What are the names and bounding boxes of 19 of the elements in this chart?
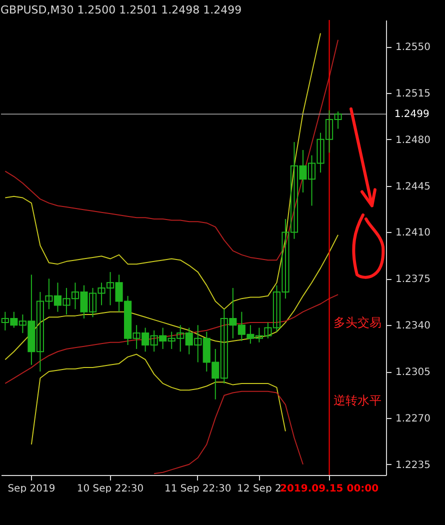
y-tick-label: 1.2235 [396, 460, 430, 471]
annotation: 逆转水平 [333, 394, 382, 408]
ref-line-label: 1.2499 [394, 109, 430, 120]
line-series [154, 390, 304, 474]
line-series [4, 32, 322, 310]
line-series [4, 39, 339, 261]
y-tick-label: 1.2270 [396, 413, 430, 424]
chart-title: GBPUSD,M30 1.2500 1.2501 1.2498 1.2499 [0, 4, 242, 16]
line-series [30, 354, 286, 445]
y-tick-label: 1.2410 [396, 228, 430, 239]
y-tick-label: 1.2515 [396, 88, 430, 100]
y-tick-label: 1.2340 [396, 320, 430, 332]
y-tick-label: 1.2375 [396, 274, 430, 286]
y-tick-label: 1.2550 [396, 42, 430, 54]
y-tick-label: 1.2305 [396, 367, 430, 378]
x-tick-label: 2019.09.15 00:00 [280, 484, 379, 494]
y-tick-label: 1.2480 [396, 134, 430, 146]
y-tick-label: 1.2445 [396, 181, 430, 192]
annotation: 多头交易 [333, 315, 382, 330]
